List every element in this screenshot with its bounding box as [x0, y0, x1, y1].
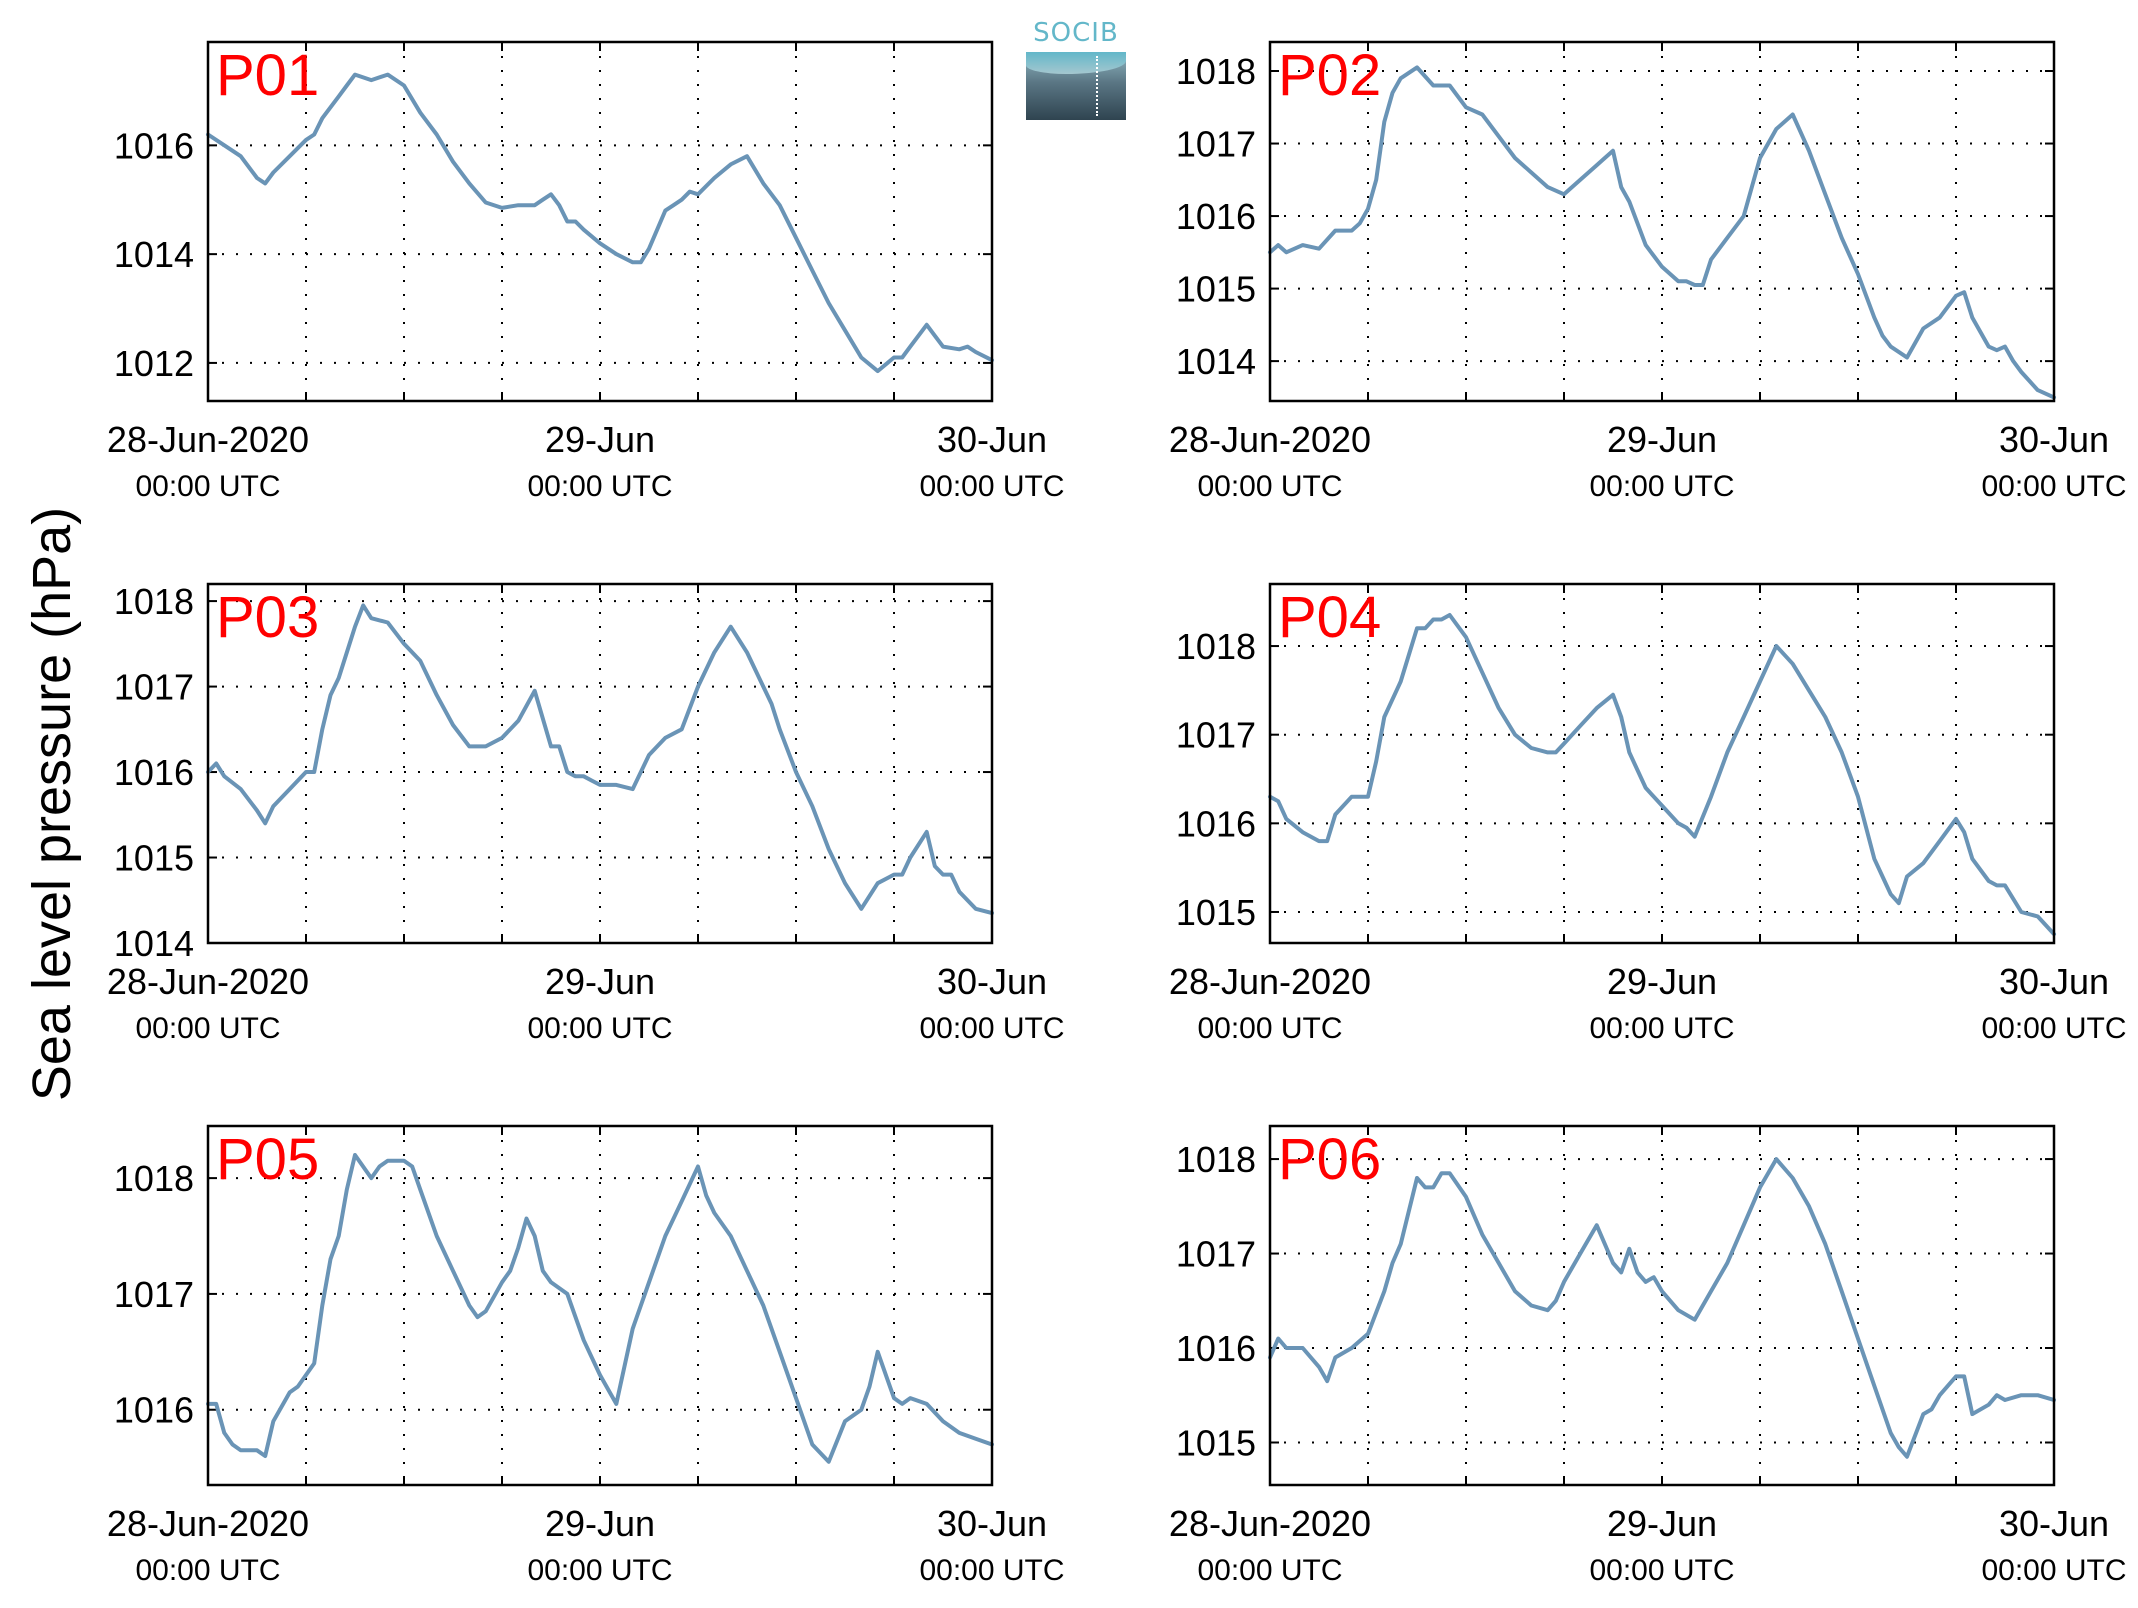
x-tick-label-time: 00:00 UTC: [527, 470, 672, 503]
x-tick-label-time: 00:00 UTC: [1589, 1554, 1734, 1587]
y-tick-label: 1017: [1176, 715, 1256, 756]
y-tick-label: 1017: [1176, 1234, 1256, 1275]
y-axis-label: Sea level pressure (hPa): [22, 507, 82, 1101]
y-tick-label: 1014: [1176, 341, 1256, 382]
y-tick-label: 1014: [114, 234, 194, 275]
x-tick-label-date: 29-Jun: [545, 419, 655, 460]
panel-label-p04: P04: [1278, 585, 1381, 650]
x-tick-label-time: 00:00 UTC: [1981, 470, 2126, 503]
x-tick-label-date: 30-Jun: [1999, 419, 2109, 460]
panel-label-p05: P05: [216, 1127, 319, 1192]
plot-frame: [206, 1124, 994, 1487]
plot-frame: [1268, 582, 2056, 945]
series-line-p02: [1268, 65, 2056, 400]
x-tick-label-date: 30-Jun: [937, 961, 1047, 1002]
series-line-p01: [206, 72, 994, 374]
x-tick-label-date: 28-Jun-2020: [107, 1503, 309, 1544]
plot-frame: [1268, 1124, 2056, 1487]
panel-p01: 1012 1014 1016 28-Jun-2020 00:00 UTC 29-Jun 00…: [107, 40, 1065, 503]
x-tick-label-date: 29-Jun: [1607, 961, 1717, 1002]
y-tick-label: 1018: [114, 581, 194, 622]
x-tick-label-date: 30-Jun: [937, 419, 1047, 460]
y-tick-label: 1017: [114, 1274, 194, 1315]
x-tick-label-time: 00:00 UTC: [1197, 1554, 1342, 1587]
x-tick-label-date: 28-Jun-2020: [1169, 419, 1371, 460]
y-tick-label: 1017: [114, 667, 194, 708]
x-tick-label-time: 00:00 UTC: [1981, 1554, 2126, 1587]
x-tick-label-date: 28-Jun-2020: [107, 419, 309, 460]
panel-p05: 1016 1017 1018 28-Jun-2020 00:00 UTC 29-Jun 00…: [107, 1124, 1065, 1587]
logo-dots: [1096, 56, 1098, 116]
x-tick-label-time: 00:00 UTC: [1981, 1012, 2126, 1045]
logo-text: SOCIB: [1033, 18, 1119, 48]
y-tick-label: 1018: [1176, 1139, 1256, 1180]
panel-p03: 1014 1015 1016 1017 1018 28-Jun-2020 00:00 UTC…: [107, 581, 1065, 1045]
panel-label-p02: P02: [1278, 43, 1381, 108]
plot-frame: [1268, 40, 2056, 403]
x-tick-label-date: 28-Jun-2020: [1169, 961, 1371, 1002]
x-tick-label-date: 29-Jun: [1607, 419, 1717, 460]
series-line-p06: [1268, 1157, 2056, 1459]
x-tick-label-time: 00:00 UTC: [1197, 470, 1342, 503]
x-tick-label-time: 00:00 UTC: [135, 1012, 280, 1045]
x-tick-label-date: 30-Jun: [937, 1503, 1047, 1544]
x-tick-label-time: 00:00 UTC: [135, 1554, 280, 1587]
y-tick-label: 1016: [114, 1390, 194, 1431]
y-tick-label: 1017: [1176, 124, 1256, 165]
y-tick-label: 1018: [1176, 626, 1256, 667]
panel-p02: 1014 1015 1016 1017 1018 28-Jun-2020 00:00 UTC…: [1169, 40, 2127, 503]
panel-label-p06: P06: [1278, 1127, 1381, 1192]
x-tick-label-time: 00:00 UTC: [135, 470, 280, 503]
y-tick-label: 1016: [1176, 1328, 1256, 1369]
x-tick-label-time: 00:00 UTC: [1197, 1012, 1342, 1045]
series-line-p04: [1268, 613, 2056, 937]
panel-p04: 1015 1016 1017 1018 28-Jun-2020 00:00 UTC 29-J…: [1169, 582, 2127, 1045]
logo-wave: [1026, 52, 1126, 74]
x-tick-label-time: 00:00 UTC: [527, 1554, 672, 1587]
y-tick-label: 1015: [1176, 269, 1256, 310]
plot-frame: [206, 40, 994, 403]
y-tick-label: 1016: [114, 752, 194, 793]
plot-frame: [206, 582, 994, 945]
x-tick-label-time: 00:00 UTC: [919, 470, 1064, 503]
x-tick-label-time: 00:00 UTC: [1589, 470, 1734, 503]
series-line-p03: [206, 603, 994, 916]
x-tick-label-date: 29-Jun: [1607, 1503, 1717, 1544]
x-tick-label-date: 30-Jun: [1999, 1503, 2109, 1544]
y-tick-label: 1012: [114, 343, 194, 384]
y-tick-label: 1014: [114, 923, 194, 964]
y-tick-label: 1018: [1176, 51, 1256, 92]
y-tick-label: 1016: [1176, 803, 1256, 844]
x-tick-label-date: 28-Jun-2020: [1169, 1503, 1371, 1544]
panel-p06: 1015 1016 1017 1018 28-Jun-2020 00:00 UTC 29-J…: [1169, 1124, 2127, 1587]
y-tick-label: 1016: [1176, 196, 1256, 237]
x-tick-label-time: 00:00 UTC: [527, 1012, 672, 1045]
x-tick-label-time: 00:00 UTC: [1589, 1012, 1734, 1045]
y-tick-label: 1015: [114, 838, 194, 879]
panel-label-p01: P01: [216, 43, 319, 108]
x-tick-label-date: 28-Jun-2020: [107, 961, 309, 1002]
socib-logo: SOCIB: [1026, 18, 1126, 122]
series-line-p05: [206, 1153, 994, 1464]
y-tick-label: 1015: [1176, 1422, 1256, 1463]
x-tick-label-date: 30-Jun: [1999, 961, 2109, 1002]
x-tick-label-time: 00:00 UTC: [919, 1012, 1064, 1045]
x-tick-label-date: 29-Jun: [545, 961, 655, 1002]
x-tick-label-time: 00:00 UTC: [919, 1554, 1064, 1587]
y-tick-label: 1016: [114, 125, 194, 166]
panel-label-p03: P03: [216, 585, 319, 650]
y-tick-label: 1018: [114, 1158, 194, 1199]
x-tick-label-date: 29-Jun: [545, 1503, 655, 1544]
y-tick-label: 1015: [1176, 892, 1256, 933]
